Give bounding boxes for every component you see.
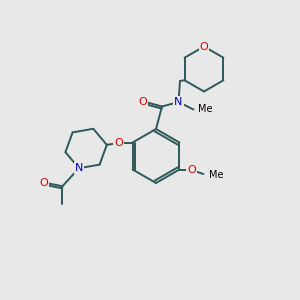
Text: O: O xyxy=(138,97,147,107)
Text: Me: Me xyxy=(198,104,212,115)
Text: O: O xyxy=(187,165,196,176)
Text: N: N xyxy=(75,163,83,173)
Text: O: O xyxy=(200,41,208,52)
Text: O: O xyxy=(114,137,123,148)
Text: O: O xyxy=(40,178,48,188)
Text: Me: Me xyxy=(209,170,224,181)
Text: N: N xyxy=(174,97,183,107)
